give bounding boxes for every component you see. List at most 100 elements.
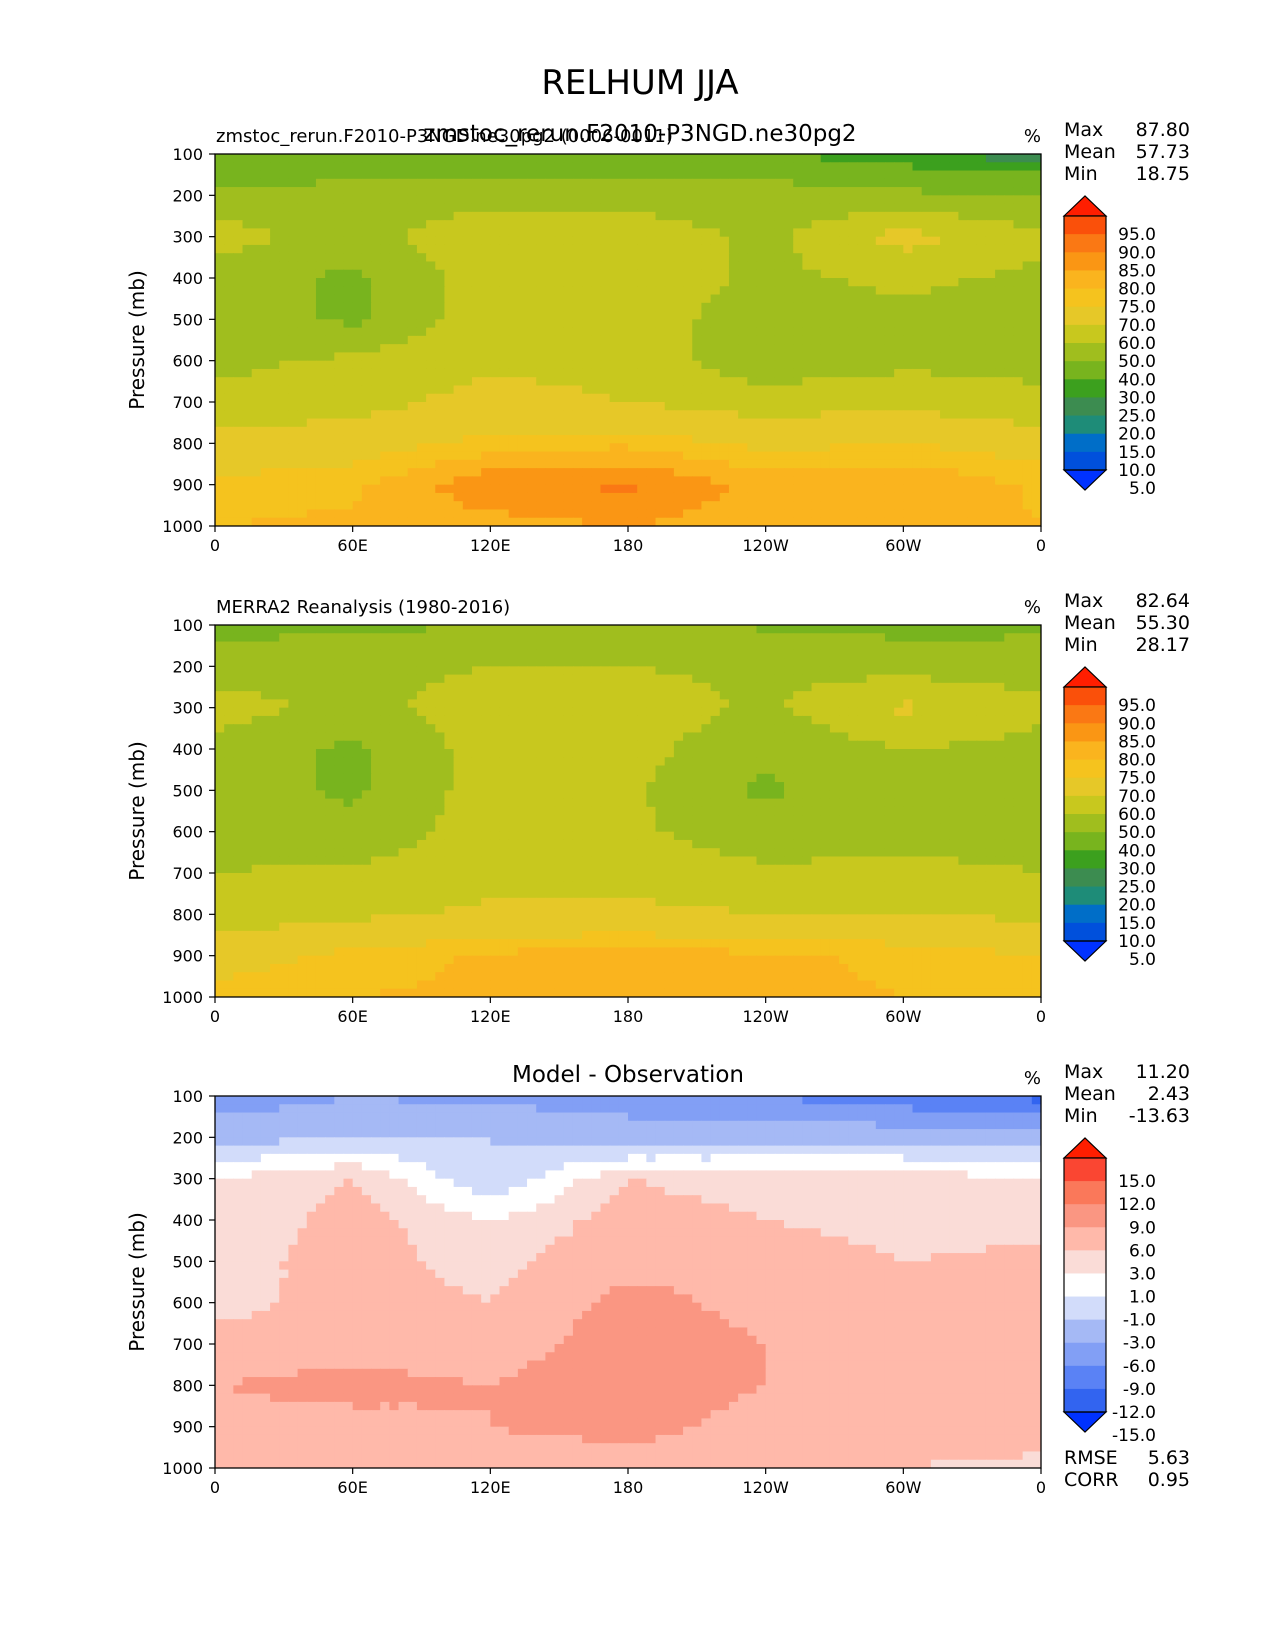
contour-cell — [481, 410, 491, 420]
contour-cell — [600, 385, 611, 395]
contour-cell — [1013, 468, 1024, 477]
y-tick-label: 700 — [172, 393, 203, 412]
contour-cell — [811, 253, 822, 263]
contour-cell — [233, 261, 244, 271]
contour-cell — [315, 220, 326, 229]
contour-cell — [426, 302, 436, 312]
contour-cell — [325, 187, 335, 196]
contour-cell — [490, 244, 501, 254]
contour-cell — [765, 319, 776, 329]
contour-cell — [215, 666, 225, 676]
contour-cell — [774, 410, 785, 420]
colorbar-segment — [1064, 451, 1106, 471]
contour-cell — [894, 244, 904, 254]
contour-cell — [591, 492, 602, 502]
contour-cell — [563, 286, 574, 296]
contour-cell — [811, 385, 822, 395]
contour-cell — [297, 253, 308, 263]
contour-cell — [637, 368, 647, 378]
contour-cell — [527, 402, 537, 411]
contour-cell — [600, 228, 611, 238]
contour-cell — [894, 195, 904, 205]
contour-cell — [371, 385, 381, 395]
contour-cell — [380, 501, 390, 511]
contour-cell — [527, 426, 537, 436]
contour-cell — [306, 476, 317, 486]
contour-cell — [857, 674, 868, 684]
contour-cell — [692, 368, 703, 378]
contour-cell — [224, 335, 234, 345]
contour-cell — [352, 625, 363, 634]
contour-cell — [793, 666, 803, 676]
contour-cell — [508, 335, 519, 345]
contour-cell — [407, 426, 418, 436]
contour-cell — [793, 286, 803, 296]
contour-cell — [958, 641, 969, 651]
contour-cell — [664, 368, 675, 378]
contour-cell — [572, 162, 583, 172]
contour-cell — [738, 244, 748, 254]
contour-cell — [829, 344, 840, 353]
contour-cell — [325, 492, 335, 502]
contour-cell — [215, 278, 225, 287]
contour-cell — [884, 187, 895, 196]
contour-cell — [389, 162, 400, 172]
contour-cell — [224, 476, 234, 486]
contour-cell — [940, 162, 950, 172]
contour-cell — [848, 410, 859, 420]
contour-cell — [407, 360, 418, 370]
contour-cell — [774, 253, 785, 263]
contour-cell — [554, 658, 565, 667]
contour-cell — [398, 311, 409, 320]
contour-cell — [866, 468, 877, 477]
contour-cell — [655, 162, 666, 172]
contour-cell — [251, 649, 262, 659]
contour-cell — [894, 459, 904, 469]
contour-cell — [848, 352, 859, 362]
contour-cell — [940, 625, 950, 634]
contour-cell — [215, 393, 225, 403]
contour-cell — [683, 492, 693, 502]
contour-cell — [839, 220, 849, 229]
contour-cell — [940, 682, 950, 692]
contour-cell — [224, 236, 234, 246]
contour-cell — [416, 211, 427, 221]
contour-cell — [829, 368, 840, 378]
contour-cell — [481, 335, 491, 345]
contour-cell — [270, 649, 280, 659]
contour-cell — [215, 501, 225, 511]
contour-cell — [233, 509, 244, 519]
contour-cell — [637, 269, 647, 279]
contour-cell — [839, 211, 849, 221]
contour-cell — [747, 509, 758, 519]
contour-cell — [582, 435, 592, 444]
contour-cell — [976, 195, 987, 205]
contour-cell — [251, 625, 262, 634]
contour-cell — [884, 459, 895, 469]
contour-cell — [1004, 319, 1015, 329]
contour-cell — [875, 228, 886, 238]
contour-cell — [435, 195, 446, 205]
contour-cell — [233, 220, 244, 229]
contour-cell — [866, 641, 877, 651]
contour-cell — [1013, 385, 1024, 395]
contour-cell — [930, 410, 941, 420]
contour-cell — [1004, 311, 1015, 320]
contour-cell — [628, 666, 638, 676]
contour-cell — [646, 236, 657, 246]
contour-cell — [591, 253, 602, 263]
contour-cell — [664, 261, 675, 271]
contour-cell — [811, 335, 822, 345]
contour-cell — [471, 492, 482, 502]
contour-cell — [884, 236, 895, 246]
contour-cell — [1004, 253, 1015, 263]
contour-cell — [976, 162, 987, 172]
contour-cell — [738, 302, 748, 312]
contour-cell — [1031, 509, 1041, 519]
contour-cell — [848, 509, 859, 519]
contour-cell — [554, 426, 565, 436]
contour-cell — [233, 517, 244, 526]
contour-cell — [884, 393, 895, 403]
contour-cell — [1004, 335, 1015, 345]
contour-cell — [471, 459, 482, 469]
